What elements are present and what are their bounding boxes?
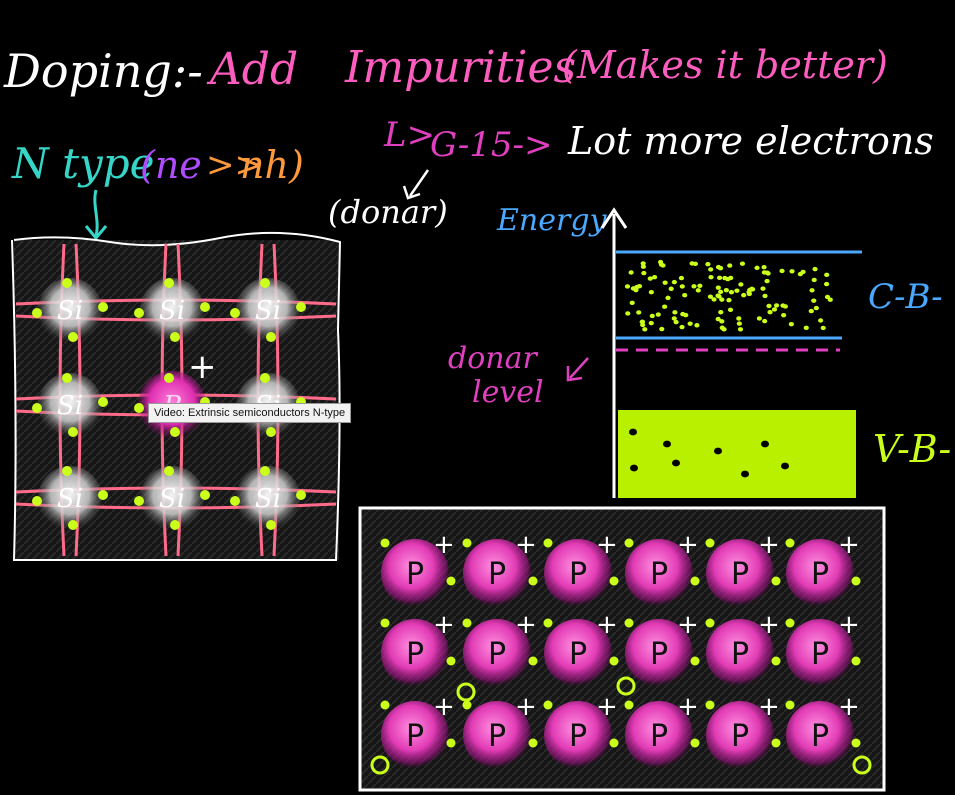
p-ion: P+ bbox=[625, 530, 699, 607]
svg-text:P: P bbox=[406, 557, 424, 592]
svg-text:P: P bbox=[406, 719, 424, 754]
si-lattice: SiSiSiSiPSiSiSiSi+ bbox=[11, 231, 342, 561]
svg-text:P: P bbox=[488, 719, 506, 754]
p-ion: P+ bbox=[463, 530, 537, 607]
ntype-arrow bbox=[93, 189, 99, 237]
video-tooltip: Video: Extrinsic semiconductors N-type bbox=[148, 403, 352, 423]
ntype-relation-gg: >> bbox=[206, 145, 263, 185]
svg-text:+: + bbox=[677, 530, 699, 560]
p-ion: P+ bbox=[463, 610, 537, 687]
svg-text:P: P bbox=[406, 637, 424, 672]
cb-label: C-B- bbox=[868, 277, 943, 317]
svg-text:P: P bbox=[811, 637, 829, 672]
svg-text:+: + bbox=[677, 692, 699, 722]
silicon-atom: Si bbox=[38, 466, 102, 530]
svg-text:+: + bbox=[433, 530, 455, 560]
lattice-plus-sign: + bbox=[188, 347, 217, 387]
silicon-atom: Si bbox=[38, 373, 102, 437]
svg-text:+: + bbox=[758, 610, 780, 640]
p-ion: P+ bbox=[786, 530, 860, 607]
p-ion: P+ bbox=[381, 610, 455, 687]
svg-text:+: + bbox=[758, 530, 780, 560]
svg-text:P: P bbox=[811, 719, 829, 754]
silicon-atom: Si bbox=[38, 278, 102, 342]
svg-text:+: + bbox=[596, 530, 618, 560]
svg-text:P: P bbox=[569, 637, 587, 672]
p-ion: P+ bbox=[381, 530, 455, 607]
donar-level-line2: level bbox=[472, 375, 544, 410]
silicon-atom: Si bbox=[236, 278, 300, 342]
svg-text:Si: Si bbox=[255, 296, 281, 326]
p-ion: P+ bbox=[625, 610, 699, 687]
p-ion-grid: P+P+P+P+P+P+P+P+P+P+P+P+P+P+P+P+P+P+ bbox=[358, 506, 886, 792]
svg-text:+: + bbox=[838, 692, 860, 722]
svg-text:+: + bbox=[838, 530, 860, 560]
lot-more-electrons: Lot more electrons bbox=[568, 119, 934, 163]
svg-text:P: P bbox=[569, 557, 587, 592]
heading-add: Add bbox=[210, 44, 299, 95]
heading-makes-better: (Makes it better) bbox=[562, 43, 888, 87]
valence-band bbox=[618, 410, 856, 498]
donar-label: (donar) bbox=[328, 193, 448, 231]
band-diagram bbox=[566, 207, 862, 498]
svg-text:Si: Si bbox=[159, 484, 185, 514]
p-ion: P+ bbox=[786, 692, 860, 769]
svg-text:Si: Si bbox=[159, 296, 185, 326]
svg-text:P: P bbox=[650, 557, 668, 592]
svg-text:P: P bbox=[488, 637, 506, 672]
silicon-atom: Si bbox=[236, 466, 300, 530]
svg-text:P: P bbox=[731, 719, 749, 754]
p-ion: P+ bbox=[706, 530, 780, 607]
svg-text:Si: Si bbox=[255, 484, 281, 514]
ntype-relation-nh: nh) bbox=[240, 143, 304, 187]
group-g15: G-15-> bbox=[430, 125, 553, 165]
svg-text:+: + bbox=[433, 610, 455, 640]
p-ion: P+ bbox=[544, 530, 618, 607]
svg-text:Si: Si bbox=[57, 391, 83, 421]
donar-level-line1: donar bbox=[448, 341, 537, 376]
svg-text:+: + bbox=[596, 610, 618, 640]
svg-text:+: + bbox=[838, 610, 860, 640]
svg-text:P: P bbox=[731, 637, 749, 672]
svg-text:Si: Si bbox=[57, 484, 83, 514]
svg-text:+: + bbox=[515, 610, 537, 640]
heading-impurities: Impurities bbox=[345, 42, 577, 93]
svg-text:P: P bbox=[731, 557, 749, 592]
silicon-atom: Si bbox=[140, 466, 204, 530]
p-ion: P+ bbox=[786, 610, 860, 687]
svg-text:+: + bbox=[677, 610, 699, 640]
ntype-relation-open: (ne bbox=[140, 143, 202, 187]
p-ion: P+ bbox=[706, 610, 780, 687]
group-arrow: L> bbox=[384, 115, 436, 155]
p-ion: P+ bbox=[544, 610, 618, 687]
silicon-atom: Si bbox=[140, 278, 204, 342]
svg-text:+: + bbox=[515, 692, 537, 722]
p-ion: P+ bbox=[706, 692, 780, 769]
p-ion: P+ bbox=[463, 692, 537, 769]
ntype-label: N type bbox=[12, 139, 155, 188]
svg-text:+: + bbox=[433, 692, 455, 722]
svg-text:Si: Si bbox=[57, 296, 83, 326]
svg-text:P: P bbox=[488, 557, 506, 592]
svg-text:P: P bbox=[569, 719, 587, 754]
svg-text:P: P bbox=[650, 719, 668, 754]
svg-text:P: P bbox=[650, 637, 668, 672]
svg-text:P: P bbox=[811, 557, 829, 592]
p-ion: P+ bbox=[381, 692, 455, 769]
svg-text:+: + bbox=[758, 692, 780, 722]
vb-label: V-B- bbox=[873, 427, 952, 471]
p-ion: P+ bbox=[544, 692, 618, 769]
svg-text:+: + bbox=[596, 692, 618, 722]
energy-label: Energy bbox=[497, 203, 607, 238]
svg-text:+: + bbox=[515, 530, 537, 560]
p-ion: P+ bbox=[625, 692, 699, 769]
heading-doping: Doping:- bbox=[4, 44, 203, 98]
